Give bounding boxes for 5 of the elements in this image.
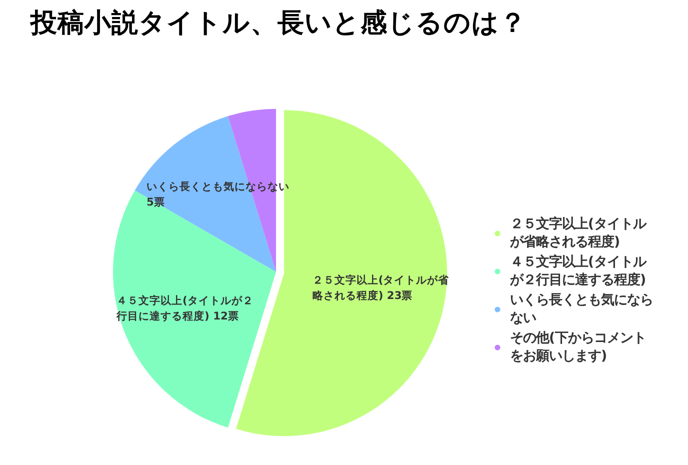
legend-label: ４５文字以上(タイトルが２行目に達する程度) <box>510 253 646 289</box>
legend-label: いくら長くとも気にならない <box>510 292 653 327</box>
chart-title: 投稿小説タイトル、長いと感じるのは？ <box>30 8 526 38</box>
legend-label: その他(下からコメントをお願いします) <box>510 330 646 365</box>
legend-label: ２５文字以上(タイトルが省略される程度) <box>510 215 646 251</box>
